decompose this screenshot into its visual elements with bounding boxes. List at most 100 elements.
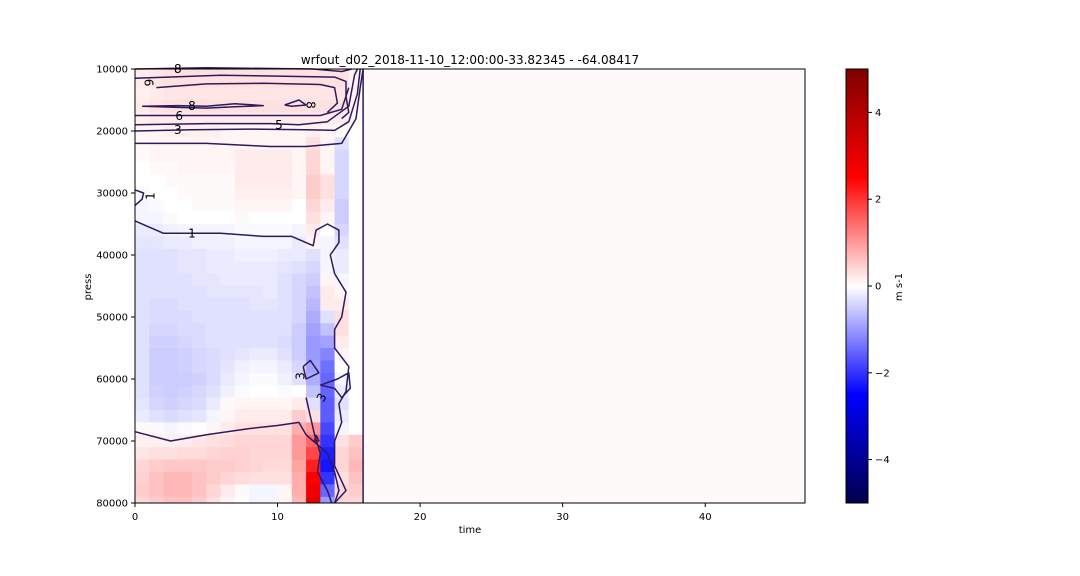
heatmap-cell: [177, 186, 193, 200]
heatmap-cell: [306, 100, 321, 113]
heatmap-cell: [234, 87, 250, 101]
heatmap-cell: [206, 162, 221, 175]
heatmap-cell: [234, 224, 250, 237]
heatmap-cell: [334, 174, 350, 188]
heatmap-cell: [277, 447, 293, 460]
heatmap-cell: [149, 323, 164, 336]
heatmap-cell: [263, 484, 278, 498]
heatmap-cell: [263, 385, 278, 398]
heatmap-cell: [249, 236, 264, 250]
heatmap-cell: [192, 199, 207, 212]
heatmap-cell: [249, 69, 264, 76]
heatmap-cell: [220, 372, 236, 386]
heatmap-cell: [291, 149, 307, 163]
heatmap-cell: [249, 323, 264, 336]
y-tick-label: 40000: [96, 251, 128, 262]
contour-line: [156, 82, 339, 113]
heatmap-cell: [206, 335, 221, 349]
heatmap-cell: [149, 348, 164, 361]
heatmap-cell: [220, 298, 236, 312]
heatmap-cell: [291, 286, 307, 299]
heatmap-cell: [192, 385, 207, 398]
x-tick-label: 40: [699, 512, 712, 523]
heatmap-cell: [206, 100, 221, 113]
heatmap-cell: [149, 447, 164, 460]
heatmap-cell: [206, 447, 221, 460]
heatmap-cell: [192, 236, 207, 250]
heatmap-cell: [249, 137, 264, 150]
heatmap-cell: [135, 261, 150, 274]
heatmap-cell: [291, 298, 307, 312]
heatmap-cell: [192, 397, 207, 411]
heatmap-cell: [277, 261, 293, 274]
heatmap-cell: [192, 310, 207, 324]
heatmap-cell: [135, 385, 150, 398]
contour-label: 5: [275, 118, 283, 132]
heatmap-cell: [234, 286, 250, 299]
heatmap-cell: [277, 472, 293, 485]
heatmap-cell: [291, 472, 307, 485]
heatmap-cell: [192, 360, 207, 374]
colorbar-tick-label: 2: [875, 195, 881, 206]
heatmap-cell: [348, 162, 364, 175]
heatmap-cell: [135, 323, 150, 336]
heatmap-cell: [206, 385, 221, 398]
heatmap-cell: [320, 236, 335, 250]
heatmap-cell: [163, 310, 179, 324]
heatmap-cell: [234, 273, 250, 287]
heatmap-cell: [177, 162, 193, 175]
heatmap-cell: [334, 236, 350, 250]
heatmap-cell: [263, 162, 278, 175]
heatmap-cell: [249, 472, 264, 485]
heatmap-cell: [192, 410, 207, 423]
heatmap-cell: [234, 335, 250, 349]
heatmap-cell: [334, 211, 350, 225]
heatmap-cell: [135, 372, 150, 386]
heatmap-cell: [234, 248, 250, 262]
colorbar-ticks: 4 2 0 −2 −4: [868, 108, 890, 466]
heatmap-cell: [277, 298, 293, 312]
heatmap-cell: [291, 335, 307, 349]
heatmap-cell: [348, 348, 364, 361]
contour-line: [134, 189, 145, 206]
heatmap-cell: [149, 422, 164, 436]
heatmap-cell: [306, 286, 321, 299]
heatmap-cell: [348, 472, 364, 485]
heatmap-cell: [263, 211, 278, 225]
heatmap-cell: [320, 310, 335, 324]
heatmap-cell: [177, 323, 193, 336]
heatmap-cell: [234, 298, 250, 312]
heatmap-cell: [135, 397, 150, 411]
heatmap-cell: [334, 360, 350, 374]
heatmap-cell: [206, 484, 221, 498]
heatmap-cell: [249, 335, 264, 349]
heatmap-cell: [163, 335, 179, 349]
heatmap-cell: [306, 199, 321, 212]
heatmap-cell: [263, 199, 278, 212]
heatmap-cell: [263, 224, 278, 237]
heatmap-cell: [135, 459, 150, 473]
heatmap-cell: [220, 273, 236, 287]
heatmap-cell: [177, 372, 193, 386]
heatmap-cell: [234, 397, 250, 411]
heatmap-cell: [177, 199, 193, 212]
heatmap-cell: [206, 174, 221, 188]
heatmap-cell: [291, 112, 307, 126]
heatmap-cell: [249, 162, 264, 175]
heatmap-cell: [334, 162, 350, 175]
heatmap-cell: [348, 323, 364, 336]
heatmap-cell: [334, 348, 350, 361]
heatmap-cell: [234, 149, 250, 163]
heatmap-cell: [263, 286, 278, 299]
heatmap-cell: [220, 261, 236, 274]
heatmap-cell: [263, 310, 278, 324]
heatmap-cell: [348, 199, 364, 212]
heatmap-cell: [206, 224, 221, 237]
heatmap-cell: [291, 360, 307, 374]
heatmap-cell: [249, 224, 264, 237]
heatmap-cell: [163, 224, 179, 237]
heatmap-cell: [277, 236, 293, 250]
heatmap-cell: [234, 310, 250, 324]
heatmap-cell: [135, 410, 150, 423]
heatmap-cell: [277, 360, 293, 374]
